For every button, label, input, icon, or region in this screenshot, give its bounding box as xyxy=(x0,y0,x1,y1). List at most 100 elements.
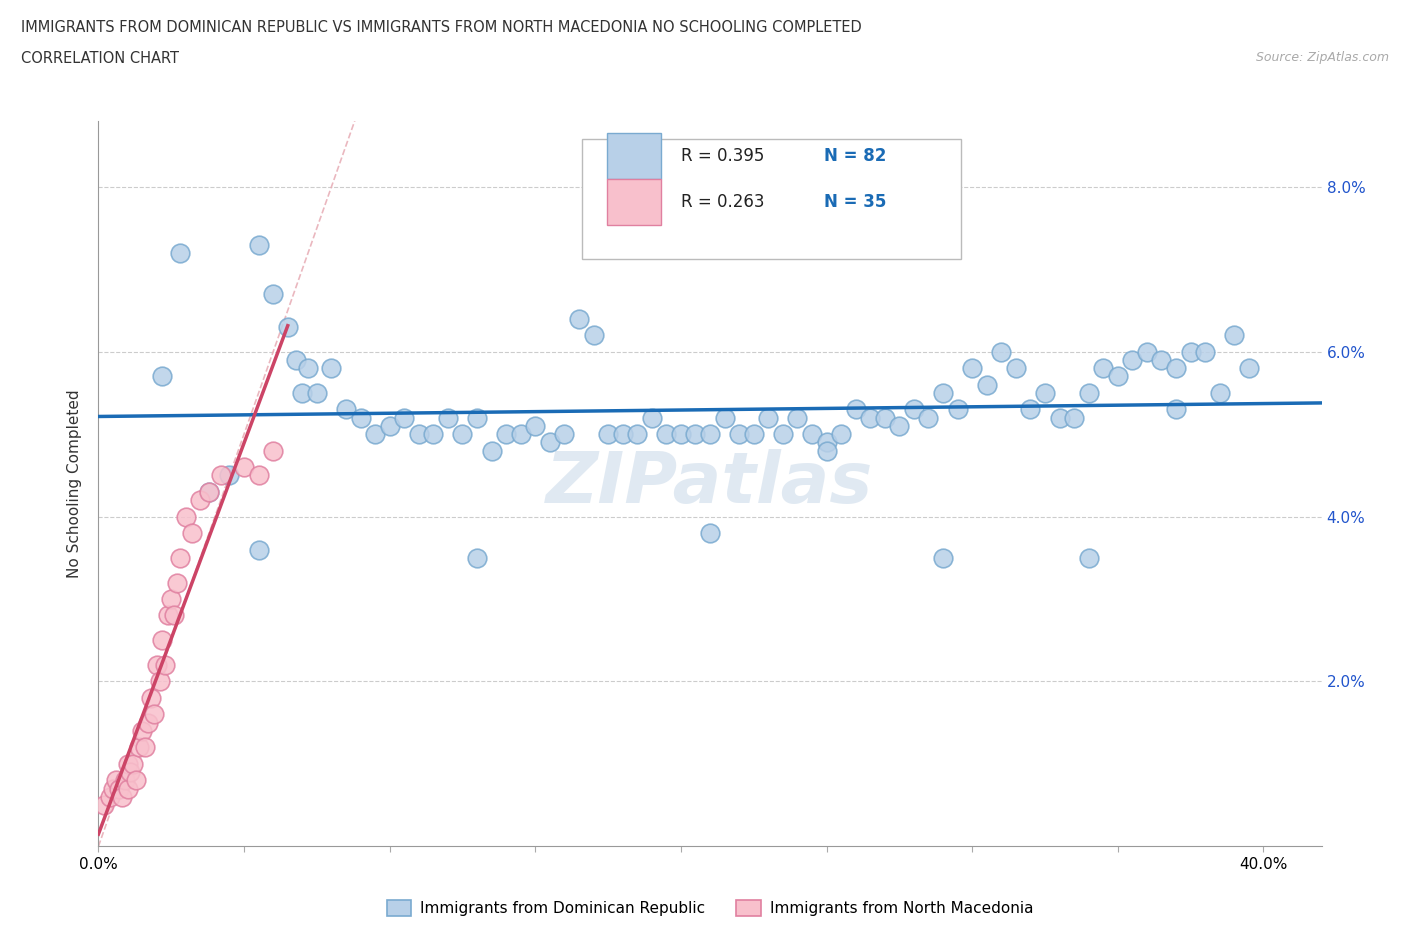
Legend: Immigrants from Dominican Republic, Immigrants from North Macedonia: Immigrants from Dominican Republic, Immi… xyxy=(381,894,1039,922)
Point xyxy=(160,591,183,606)
Point xyxy=(1237,361,1260,376)
Point xyxy=(509,427,531,442)
Point xyxy=(155,658,177,672)
Point xyxy=(163,608,186,623)
Point xyxy=(932,551,955,565)
Text: R = 0.263: R = 0.263 xyxy=(681,193,765,211)
Point xyxy=(815,444,838,458)
Point xyxy=(321,361,343,376)
Point xyxy=(198,485,221,499)
Point xyxy=(1063,410,1085,425)
Point xyxy=(889,418,911,433)
Text: IMMIGRANTS FROM DOMINICAN REPUBLIC VS IMMIGRANTS FROM NORTH MACEDONIA NO SCHOOLI: IMMIGRANTS FROM DOMINICAN REPUBLIC VS IM… xyxy=(21,20,862,35)
Point xyxy=(728,427,751,442)
Point xyxy=(142,707,165,722)
Point xyxy=(297,361,319,376)
Point xyxy=(1164,402,1187,417)
Point xyxy=(136,715,159,730)
Point xyxy=(976,378,998,392)
Point xyxy=(1136,344,1159,359)
Text: R = 0.395: R = 0.395 xyxy=(681,147,763,165)
Point xyxy=(169,551,191,565)
Point xyxy=(1164,361,1187,376)
Text: Source: ZipAtlas.com: Source: ZipAtlas.com xyxy=(1256,51,1389,64)
FancyBboxPatch shape xyxy=(582,139,960,259)
Point xyxy=(1077,386,1099,401)
Point xyxy=(145,658,167,672)
Point xyxy=(1049,410,1071,425)
Point xyxy=(408,427,430,442)
Point xyxy=(845,402,868,417)
Point xyxy=(873,410,896,425)
Point xyxy=(134,740,156,755)
Point xyxy=(626,427,648,442)
Point xyxy=(946,402,969,417)
Point xyxy=(198,485,221,499)
Point xyxy=(465,551,488,565)
Point xyxy=(335,402,357,417)
Point xyxy=(157,608,180,623)
Point xyxy=(305,386,328,401)
Point xyxy=(1019,402,1042,417)
Point xyxy=(247,542,270,557)
Point xyxy=(166,575,188,590)
Point xyxy=(596,427,619,442)
Point xyxy=(437,410,460,425)
Point xyxy=(990,344,1012,359)
Point xyxy=(98,790,121,804)
Point xyxy=(917,410,939,425)
Point xyxy=(538,435,561,450)
FancyBboxPatch shape xyxy=(607,132,661,179)
Point xyxy=(169,246,191,260)
Text: N = 82: N = 82 xyxy=(824,147,886,165)
Point xyxy=(131,724,153,738)
Point xyxy=(582,327,605,342)
Point xyxy=(1107,369,1129,384)
Point xyxy=(903,402,925,417)
Point xyxy=(218,468,240,483)
Point xyxy=(174,509,197,524)
Point xyxy=(291,386,314,401)
FancyBboxPatch shape xyxy=(607,179,661,225)
Point xyxy=(612,427,634,442)
Point xyxy=(786,410,808,425)
Point xyxy=(1180,344,1202,359)
Point xyxy=(960,361,983,376)
Point xyxy=(1033,386,1056,401)
Point xyxy=(481,444,503,458)
Point xyxy=(742,427,765,442)
Point xyxy=(815,435,838,450)
Point xyxy=(524,418,547,433)
Point xyxy=(568,312,591,326)
Point xyxy=(1150,352,1173,367)
Point xyxy=(364,427,387,442)
Point xyxy=(209,468,232,483)
Point xyxy=(104,773,127,788)
Point xyxy=(1208,386,1232,401)
Point xyxy=(1223,327,1246,342)
Point xyxy=(349,410,371,425)
Point xyxy=(641,410,664,425)
Point xyxy=(859,410,882,425)
Point xyxy=(378,418,401,433)
Point xyxy=(669,427,692,442)
Point xyxy=(262,444,284,458)
Point xyxy=(111,790,134,804)
Point xyxy=(495,427,517,442)
Point xyxy=(93,798,115,813)
Point xyxy=(247,468,270,483)
Point xyxy=(756,410,779,425)
Point xyxy=(152,632,174,647)
Point xyxy=(188,493,212,508)
Point xyxy=(1004,361,1026,376)
Point xyxy=(713,410,735,425)
Point xyxy=(553,427,575,442)
Point xyxy=(932,386,955,401)
Point xyxy=(262,286,284,301)
Point xyxy=(830,427,852,442)
Point xyxy=(685,427,707,442)
Point xyxy=(117,756,139,771)
Point xyxy=(451,427,474,442)
Point xyxy=(1092,361,1115,376)
Point xyxy=(114,773,136,788)
